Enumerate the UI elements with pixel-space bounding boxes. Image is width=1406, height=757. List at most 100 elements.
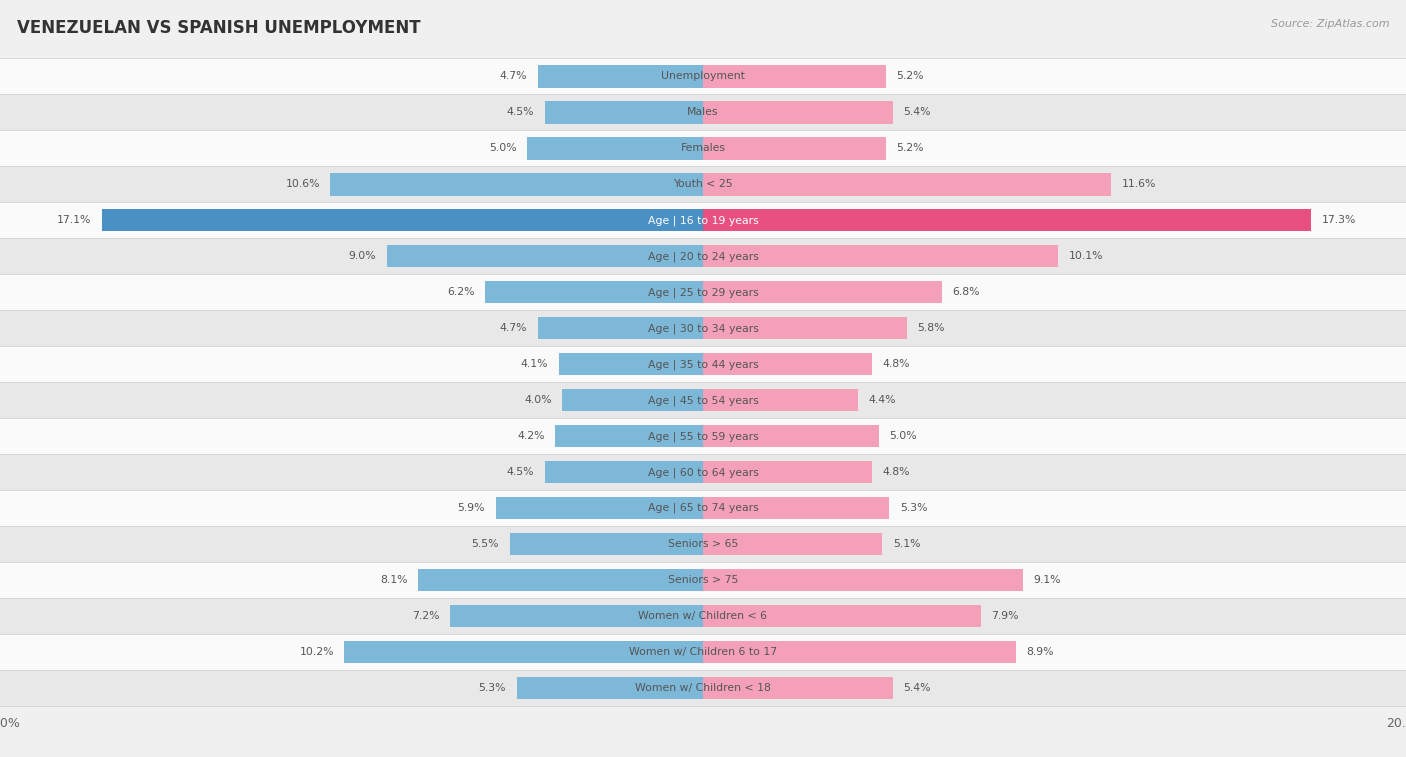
Bar — [703, 65, 886, 88]
Bar — [0, 634, 1406, 670]
Bar — [0, 130, 1406, 167]
Text: Age | 30 to 34 years: Age | 30 to 34 years — [648, 323, 758, 334]
Legend: Venezuelan, Spanish: Venezuelan, Spanish — [592, 753, 814, 757]
Bar — [101, 209, 703, 232]
Text: 17.1%: 17.1% — [58, 215, 91, 226]
Text: Women w/ Children < 6: Women w/ Children < 6 — [638, 611, 768, 621]
Bar — [703, 641, 1015, 663]
Bar — [537, 65, 703, 88]
Text: Age | 16 to 19 years: Age | 16 to 19 years — [648, 215, 758, 226]
Text: 5.1%: 5.1% — [893, 539, 921, 550]
Text: 7.2%: 7.2% — [412, 611, 439, 621]
Text: 5.3%: 5.3% — [478, 683, 506, 693]
Bar — [703, 569, 1024, 591]
Bar — [510, 533, 703, 556]
Text: Youth < 25: Youth < 25 — [673, 179, 733, 189]
Bar — [0, 562, 1406, 598]
Text: Women w/ Children < 18: Women w/ Children < 18 — [636, 683, 770, 693]
Bar — [703, 173, 1111, 195]
Bar — [546, 461, 703, 484]
Bar — [703, 533, 883, 556]
Bar — [546, 101, 703, 123]
Text: 4.1%: 4.1% — [520, 360, 548, 369]
Text: Unemployment: Unemployment — [661, 71, 745, 82]
Text: 11.6%: 11.6% — [1122, 179, 1156, 189]
Text: Source: ZipAtlas.com: Source: ZipAtlas.com — [1271, 19, 1389, 29]
Text: 8.1%: 8.1% — [380, 575, 408, 585]
Text: Age | 55 to 59 years: Age | 55 to 59 years — [648, 431, 758, 441]
Text: 4.2%: 4.2% — [517, 431, 546, 441]
Text: 5.4%: 5.4% — [904, 107, 931, 117]
Text: Seniors > 65: Seniors > 65 — [668, 539, 738, 550]
Bar — [703, 461, 872, 484]
Text: 5.5%: 5.5% — [471, 539, 499, 550]
Bar — [527, 137, 703, 160]
Text: 5.2%: 5.2% — [897, 143, 924, 154]
Bar — [0, 491, 1406, 526]
Bar — [703, 353, 872, 375]
Text: 10.1%: 10.1% — [1069, 251, 1104, 261]
Bar — [703, 281, 942, 304]
Bar — [0, 310, 1406, 346]
Text: 10.2%: 10.2% — [299, 647, 335, 657]
Bar — [0, 167, 1406, 202]
Bar — [496, 497, 703, 519]
Bar — [703, 389, 858, 412]
Bar — [562, 389, 703, 412]
Bar — [703, 137, 886, 160]
Bar — [555, 425, 703, 447]
Bar — [703, 101, 893, 123]
Text: 4.8%: 4.8% — [883, 360, 910, 369]
Text: Age | 20 to 24 years: Age | 20 to 24 years — [648, 251, 758, 262]
Text: Age | 25 to 29 years: Age | 25 to 29 years — [648, 287, 758, 298]
Bar — [703, 677, 893, 699]
Bar — [330, 173, 703, 195]
Bar — [517, 677, 703, 699]
Text: 6.2%: 6.2% — [447, 288, 475, 298]
Text: 17.3%: 17.3% — [1322, 215, 1355, 226]
Bar — [703, 245, 1057, 267]
Text: VENEZUELAN VS SPANISH UNEMPLOYMENT: VENEZUELAN VS SPANISH UNEMPLOYMENT — [17, 19, 420, 37]
Text: Age | 45 to 54 years: Age | 45 to 54 years — [648, 395, 758, 406]
Bar — [0, 598, 1406, 634]
Bar — [419, 569, 703, 591]
Text: 5.8%: 5.8% — [917, 323, 945, 333]
Text: Males: Males — [688, 107, 718, 117]
Text: 5.2%: 5.2% — [897, 71, 924, 82]
Bar — [387, 245, 703, 267]
Bar — [0, 95, 1406, 130]
Text: 4.5%: 4.5% — [506, 467, 534, 477]
Text: 5.9%: 5.9% — [457, 503, 485, 513]
Text: Females: Females — [681, 143, 725, 154]
Text: 8.9%: 8.9% — [1026, 647, 1054, 657]
Text: Age | 60 to 64 years: Age | 60 to 64 years — [648, 467, 758, 478]
Bar — [0, 454, 1406, 491]
Bar — [703, 209, 1312, 232]
Text: 4.0%: 4.0% — [524, 395, 551, 405]
Bar — [0, 202, 1406, 238]
Text: 4.4%: 4.4% — [869, 395, 896, 405]
Text: Seniors > 75: Seniors > 75 — [668, 575, 738, 585]
Bar — [537, 317, 703, 339]
Text: 5.0%: 5.0% — [889, 431, 917, 441]
Text: 10.6%: 10.6% — [285, 179, 321, 189]
Bar — [485, 281, 703, 304]
Bar — [0, 346, 1406, 382]
Bar — [703, 425, 879, 447]
Bar — [450, 605, 703, 628]
Bar — [0, 670, 1406, 706]
Bar — [344, 641, 703, 663]
Bar — [703, 497, 889, 519]
Text: 4.5%: 4.5% — [506, 107, 534, 117]
Text: 4.7%: 4.7% — [499, 323, 527, 333]
Bar — [703, 605, 981, 628]
Text: 5.4%: 5.4% — [904, 683, 931, 693]
Text: 5.0%: 5.0% — [489, 143, 517, 154]
Text: 4.7%: 4.7% — [499, 71, 527, 82]
Bar — [703, 317, 907, 339]
Bar — [0, 238, 1406, 274]
Bar — [0, 58, 1406, 95]
Bar — [0, 274, 1406, 310]
Text: Age | 65 to 74 years: Age | 65 to 74 years — [648, 503, 758, 513]
Text: 7.9%: 7.9% — [991, 611, 1019, 621]
